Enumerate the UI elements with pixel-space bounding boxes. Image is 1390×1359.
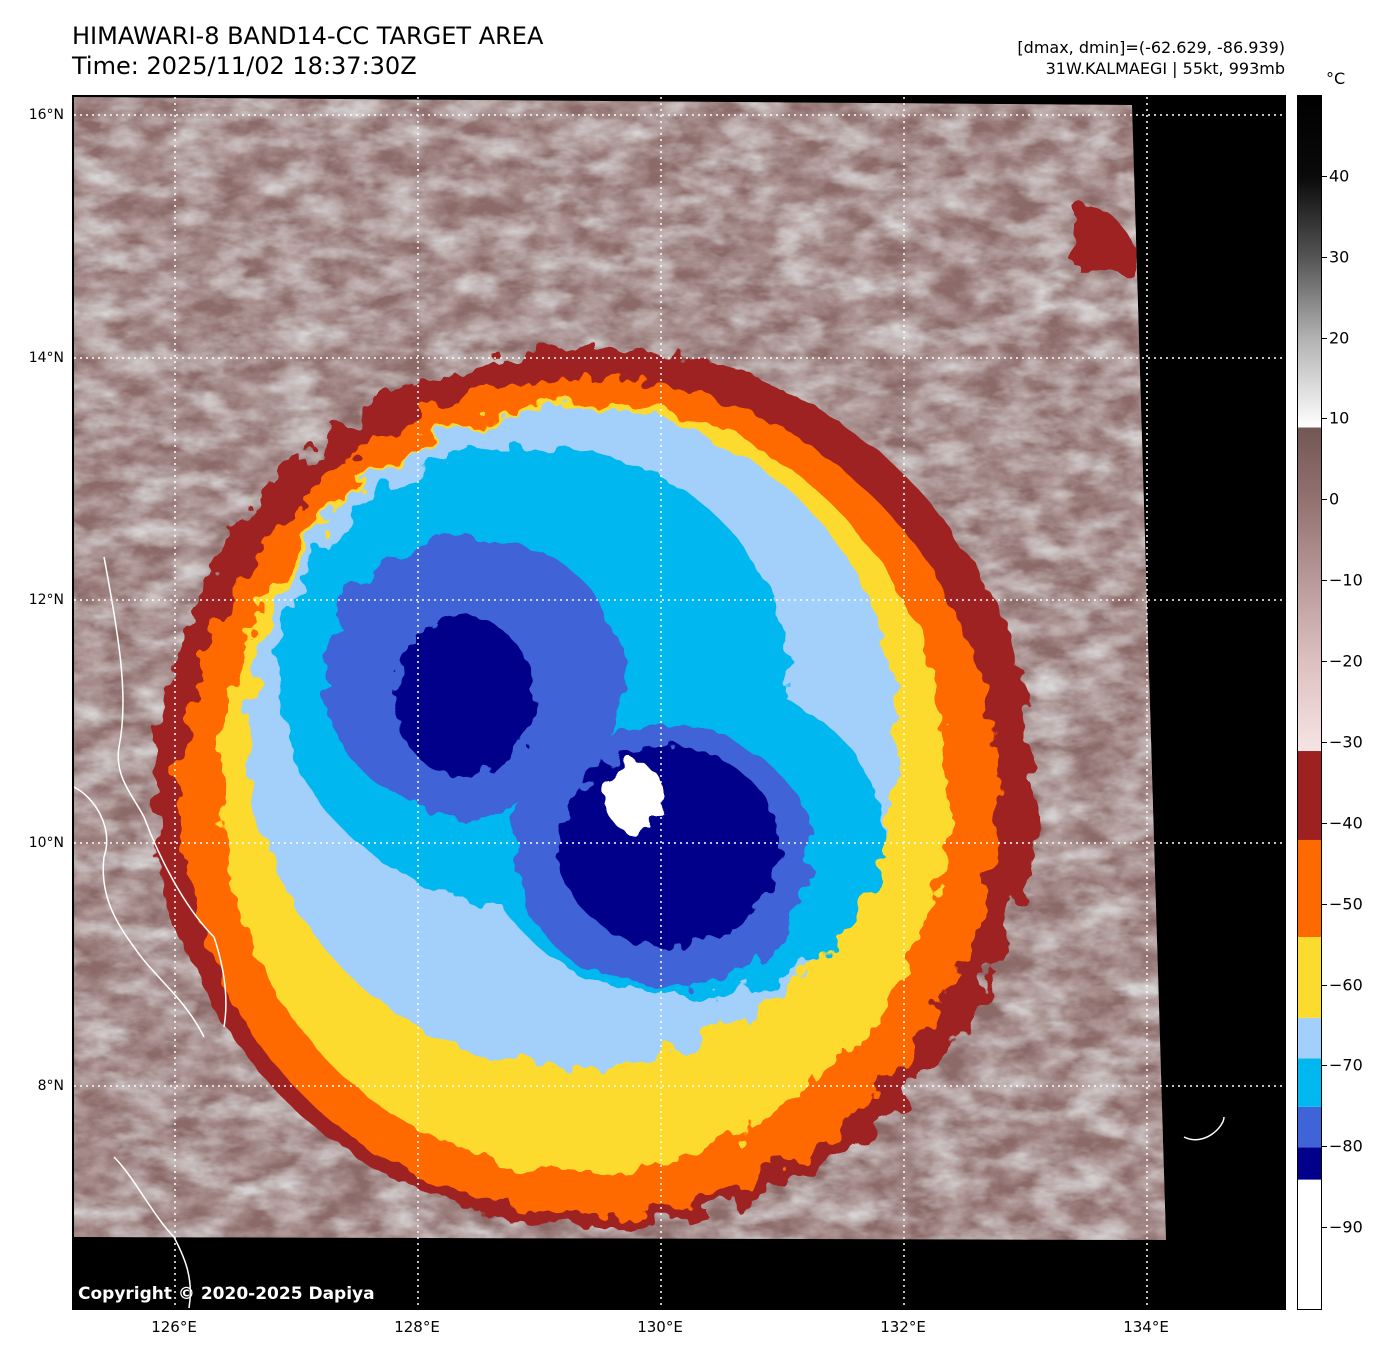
colorbar-tick-label: −30: [1329, 732, 1363, 752]
observation-time: Time: 2025/11/02 18:37:30Z: [72, 52, 417, 80]
colorbar-tick: [1322, 418, 1327, 420]
colorbar-tick-label: 0: [1329, 489, 1340, 509]
colorbar-tick: [1322, 903, 1327, 905]
lat-label-16n: 16°N: [28, 107, 64, 123]
gridlines: [74, 97, 1284, 1308]
colorbar-tick-label: −80: [1329, 1136, 1363, 1156]
coastline: [74, 556, 1225, 1308]
dmax-dmin-readout: [dmax, dmin]=(-62.629, -86.939): [1017, 38, 1285, 57]
storm-core-white: [604, 762, 664, 832]
copyright-notice: Copyright © 2020-2025 Dapiya: [78, 1284, 375, 1304]
colorbar-unit: °C: [1326, 69, 1346, 88]
lat-label-10n: 10°N: [28, 835, 64, 851]
satellite-imagery: [74, 97, 1284, 1308]
colorbar-tick-label: −60: [1329, 975, 1363, 995]
colorbar-tick: [1322, 256, 1327, 258]
storm-ring-navy: [559, 747, 779, 947]
lat-label-8n: 8°N: [37, 1078, 64, 1094]
colorbar-tick-label: 10: [1329, 408, 1350, 428]
colorbar-tick: [1322, 1065, 1327, 1067]
lon-label-128e: 128°E: [394, 1318, 440, 1336]
colorbar-tick-label: −70: [1329, 1055, 1363, 1075]
colorbar-tick-label: −40: [1329, 813, 1363, 833]
colorbar-segment: [1298, 751, 1321, 840]
lon-label-130e: 130°E: [637, 1318, 683, 1336]
colorbar-tick-label: −50: [1329, 894, 1363, 914]
colorbar-segment: [1298, 1017, 1321, 1059]
colorbar-tick-label: 30: [1329, 247, 1350, 267]
lon-label-126e: 126°E: [151, 1318, 197, 1336]
colorbar-tick-label: 40: [1329, 166, 1350, 186]
colorbar-tick-label: 20: [1329, 328, 1350, 348]
chart-title: HIMAWARI-8 BAND14-CC TARGET AREA: [72, 22, 544, 50]
satellite-map: [72, 95, 1286, 1310]
colorbar-tick: [1322, 984, 1327, 986]
lon-label-132e: 132°E: [880, 1318, 926, 1336]
colorbar-tick: [1322, 1146, 1327, 1148]
colorbar-tick-label: −10: [1329, 570, 1363, 590]
storm-ring-navy-north: [394, 617, 534, 777]
colorbar-tick: [1322, 337, 1327, 339]
colorbar-segment: [1298, 1179, 1321, 1309]
colorbar-scale: [1298, 96, 1321, 1309]
colorbar-tick-label: −20: [1329, 651, 1363, 671]
colorbar-tick-label: −90: [1329, 1217, 1363, 1237]
lat-label-12n: 12°N: [28, 592, 64, 608]
colorbar-segment: [1298, 1106, 1321, 1148]
colorbar-gradient: [1298, 96, 1321, 752]
colorbar-tick: [1322, 741, 1327, 743]
storm-info: 31W.KALMAEGI | 55kt, 993mb: [1045, 59, 1285, 78]
colorbar-segment: [1298, 839, 1321, 938]
colorbar-tick: [1322, 175, 1327, 177]
colorbar-tick: [1322, 1227, 1327, 1229]
colorbar-segment: [1298, 1147, 1321, 1180]
lon-label-134e: 134°E: [1123, 1318, 1169, 1336]
colorbar-tick: [1322, 661, 1327, 663]
lat-label-14n: 14°N: [28, 350, 64, 366]
colorbar-tick: [1322, 822, 1327, 824]
colorbar-tick: [1322, 499, 1327, 501]
colorbar-segment: [1298, 937, 1321, 1018]
colorbar-tick: [1322, 580, 1327, 582]
colorbar-segment: [1298, 1058, 1321, 1107]
colorbar: [1297, 95, 1322, 1310]
